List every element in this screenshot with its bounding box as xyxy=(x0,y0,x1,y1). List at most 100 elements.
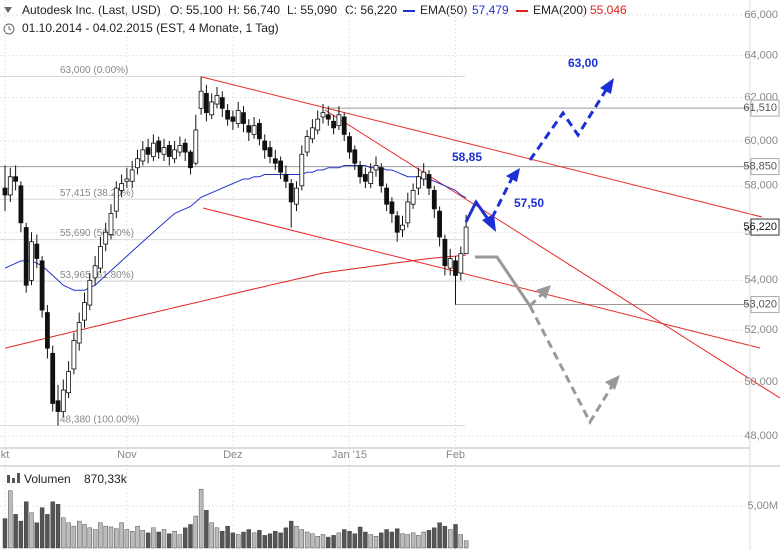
volume-icon xyxy=(17,473,20,483)
candle-body xyxy=(7,176,13,196)
volume-bar xyxy=(230,532,236,549)
candle-body xyxy=(384,187,390,205)
volume-bar xyxy=(352,533,357,549)
x-tick-label: Dez xyxy=(223,449,243,461)
y-tick-label: 5,00M xyxy=(747,500,778,512)
volume-bar xyxy=(24,501,29,549)
candle-body xyxy=(2,187,8,196)
candle-body xyxy=(108,213,114,235)
candle-body xyxy=(400,224,405,231)
trend-line xyxy=(324,109,780,399)
volume-bar xyxy=(13,514,18,549)
candle-body xyxy=(76,322,82,344)
scenario-arrow xyxy=(528,305,614,426)
volume-bar xyxy=(114,528,119,549)
plot xyxy=(2,76,469,549)
candle-body xyxy=(23,227,29,286)
candle-body xyxy=(172,149,178,160)
candle-body xyxy=(119,183,124,191)
candle-body xyxy=(447,258,453,269)
trend-line xyxy=(201,76,763,218)
candle-body xyxy=(124,178,130,182)
grid: 63,000 (0.00%) 57,415 (38.20%) 55,690 (50.… xyxy=(0,0,750,550)
volume-bar xyxy=(124,529,130,549)
y-tick-label: 64,000 xyxy=(744,50,778,62)
candle-body xyxy=(410,189,416,205)
y-tick-label: 58,000 xyxy=(744,180,778,192)
candle-body xyxy=(87,279,93,306)
candle-body xyxy=(304,136,310,153)
volume-bar xyxy=(315,536,320,549)
menu-icon xyxy=(4,7,12,13)
candle-body xyxy=(421,171,427,180)
candle-body xyxy=(394,215,400,233)
trend-line xyxy=(202,207,761,349)
volume-bar xyxy=(87,527,93,549)
volume-bar xyxy=(310,533,315,549)
candle-body xyxy=(55,400,61,412)
volume-bar xyxy=(368,534,373,549)
volume-bar xyxy=(463,540,469,549)
candle-body xyxy=(29,241,34,281)
legend-label: EMA(200) xyxy=(533,3,587,17)
volume-bar xyxy=(82,524,87,549)
indicator-line xyxy=(4,254,467,349)
volume-bar xyxy=(448,529,453,549)
volume-bar xyxy=(395,528,400,549)
candle-body xyxy=(267,147,273,157)
volume-label: Volumen xyxy=(24,472,71,486)
candle-body xyxy=(431,189,437,210)
forecast-arrow xyxy=(464,199,492,223)
volume-bar xyxy=(225,525,230,549)
candle-body xyxy=(98,246,103,269)
volume-bar xyxy=(55,504,61,549)
volume-bar xyxy=(262,535,267,549)
volume-bar xyxy=(304,531,310,549)
volume-bar xyxy=(384,529,389,549)
candle-body xyxy=(193,129,199,164)
volume-bar xyxy=(71,525,77,549)
candle-body xyxy=(453,260,458,276)
volume-bar xyxy=(336,532,342,549)
volume-bar xyxy=(172,530,177,549)
candle-body xyxy=(66,371,71,394)
candle-body xyxy=(103,231,109,245)
annotation: 63,00 xyxy=(568,56,598,70)
fib-label: 48,380 (100.00%) xyxy=(60,414,140,425)
volume-bar xyxy=(326,536,331,549)
x-tick-label: kt xyxy=(1,449,10,461)
candle-body xyxy=(347,136,352,153)
candle-body xyxy=(262,140,268,151)
candle-body xyxy=(18,185,24,224)
header: Autodesk Inc. (Last, USD) O: 55,100 H: 5… xyxy=(3,3,627,35)
candle-body xyxy=(368,171,374,184)
candle-body xyxy=(389,201,395,214)
volume-bar xyxy=(453,524,458,549)
volume-bar xyxy=(61,517,66,549)
chart-title: Autodesk Inc. (Last, USD) xyxy=(22,3,161,17)
candle-body xyxy=(13,176,19,182)
fib-label: 55,690 (50.00%) xyxy=(60,228,134,239)
annotation: 58,85 xyxy=(452,150,482,164)
level-box xyxy=(750,296,780,314)
candle-body xyxy=(256,123,262,140)
candle-body xyxy=(362,174,368,182)
volume-bar xyxy=(442,525,448,549)
volume-bar xyxy=(193,515,199,549)
y-tick-label: 60,000 xyxy=(744,135,778,147)
y-tick-label: 48,000 xyxy=(744,430,778,442)
volume-bar xyxy=(182,527,188,549)
candle-body xyxy=(82,302,87,321)
volume-bar xyxy=(416,535,421,549)
volume-bar xyxy=(373,536,379,549)
candle-body xyxy=(113,187,119,212)
volume-bar xyxy=(257,530,262,549)
volume-bar xyxy=(289,520,294,549)
candle-body xyxy=(378,167,384,187)
x-tick-label: Jan '15 xyxy=(332,449,367,461)
candle-body xyxy=(161,147,167,155)
level-box xyxy=(750,218,780,236)
candle-body xyxy=(156,140,162,153)
level-box xyxy=(750,158,780,176)
volume-bar xyxy=(76,520,82,549)
